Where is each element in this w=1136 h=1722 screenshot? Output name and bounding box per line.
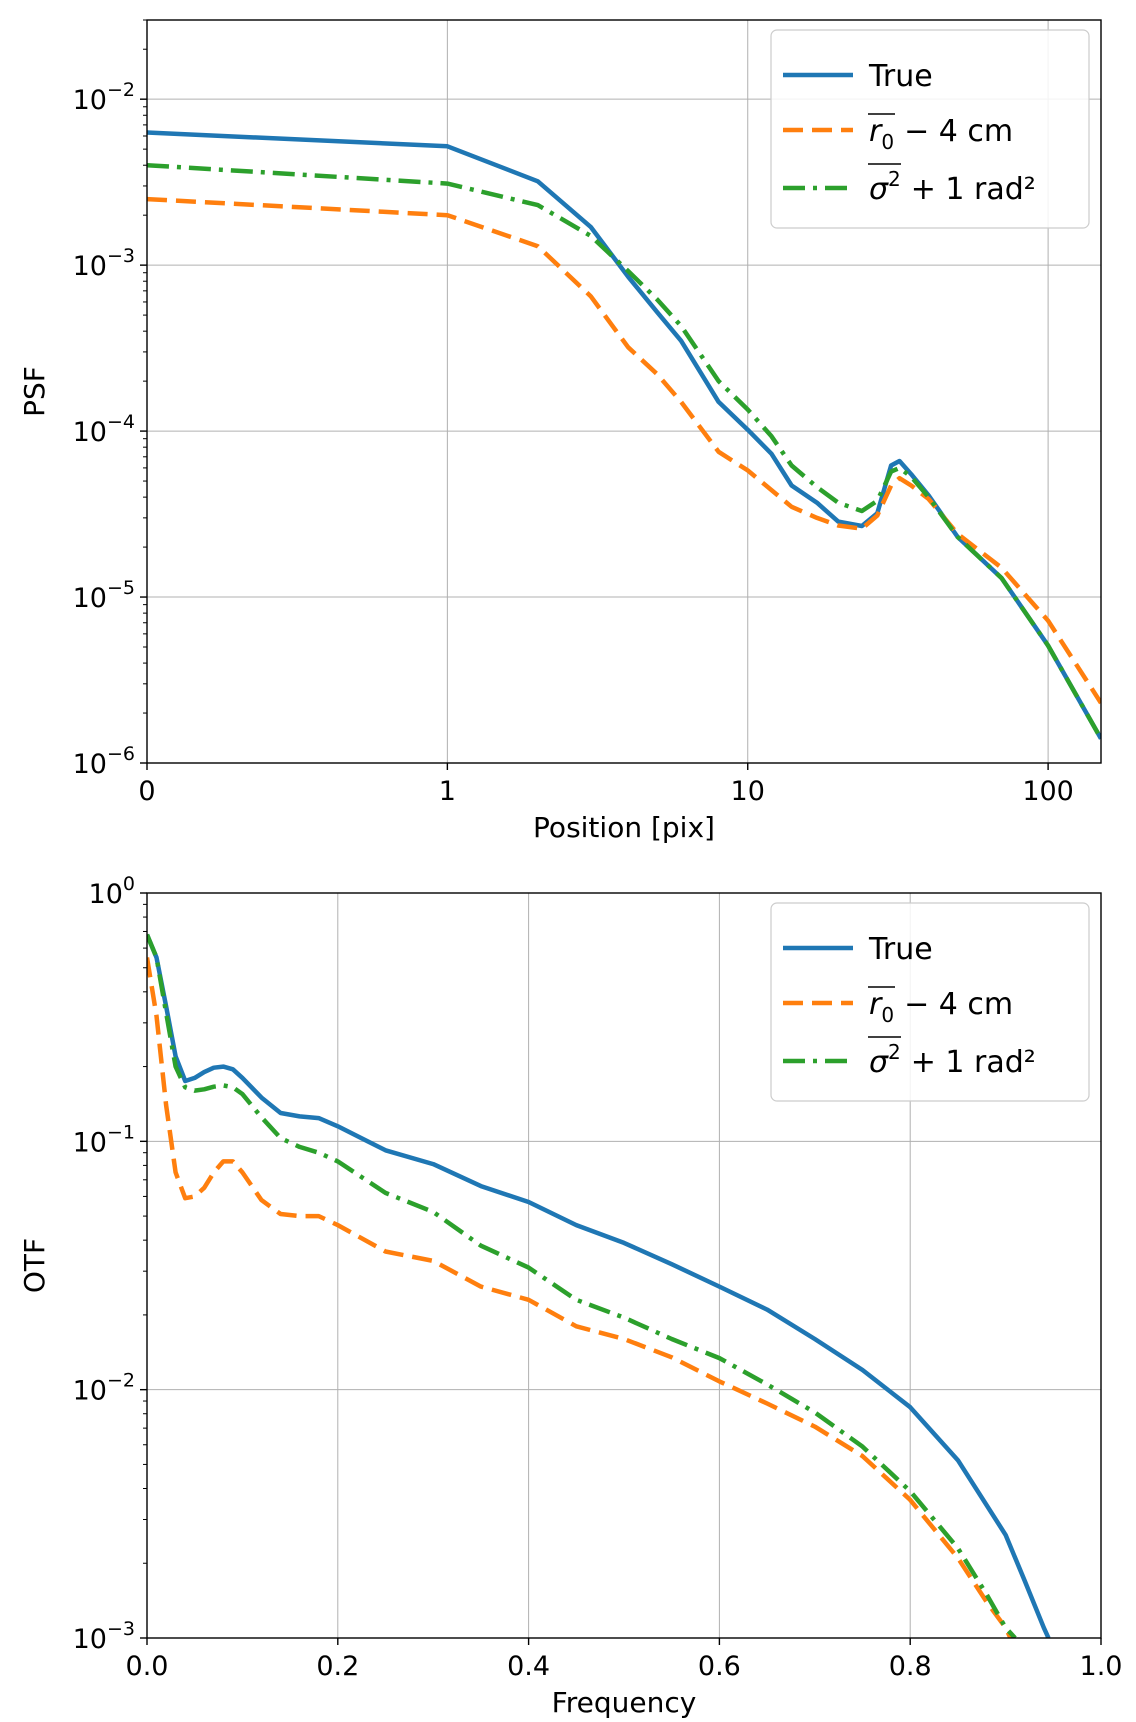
psf-y-tick-label: 10−2	[73, 79, 135, 116]
otf-x-tick-label: 0.0	[126, 1651, 169, 1682]
otf-series-true-line	[147, 933, 1051, 1638]
otf-y-axis-label: OTF	[18, 1238, 51, 1293]
otf-series-r0-4cm-line	[147, 957, 1013, 1638]
otf-y-tick-label: 10−1	[73, 1121, 135, 1158]
psf-x-tick-label: 10	[731, 776, 765, 807]
otf-legend-label-true: True	[868, 932, 933, 967]
psf-legend-box	[770, 29, 1090, 229]
otf-legend-label-sigma: σ2 + 1 rad²	[869, 1040, 1036, 1080]
otf-legend: True r0− 4 cm σ2 + 1 rad²	[770, 902, 1090, 1102]
otf-x-tick-label: 0.6	[698, 1651, 741, 1682]
psf-series-sigma2-1rad2-line	[147, 162, 1101, 740]
otf-series-sigma2-1rad2-line	[147, 933, 1017, 1638]
psf-y-tick-label: 10−4	[73, 411, 135, 448]
psf-x-tick-label: 1	[439, 776, 456, 807]
otf-x-tick-label: 0.2	[316, 1651, 359, 1682]
otf-x-tick-label: 0.8	[889, 1651, 932, 1682]
psf-y-axis-label: PSF	[18, 366, 51, 417]
otf-axes-frame	[146, 892, 1102, 1639]
otf-x-tick-label: 0.4	[507, 1651, 550, 1682]
psf-axes-frame	[146, 19, 1102, 764]
psf-x-tick-label: 0	[138, 776, 155, 807]
otf-plot: 0.0 0.2 0.4 0.6 0.8 1.0 10−3 10−2 10−1 100 Frequen…	[18, 873, 1122, 1719]
psf-legend-label-sigma: σ2 + 1 rad²	[869, 167, 1036, 207]
psf-plot: 0 1 10 100 10−6 10−5 10−4 10−3 10−2 Position [pix…	[18, 19, 1102, 844]
otf-y-tick-label: 10−2	[73, 1370, 135, 1407]
otf-y-tick-label: 100	[89, 873, 135, 910]
otf-x-axis-label: Frequency	[552, 1686, 697, 1719]
psf-legend: True r0− 4 cm σ2 + 1 rad²	[770, 29, 1090, 229]
otf-x-tick-label: 1.0	[1080, 1651, 1123, 1682]
psf-y-tick-label: 10−3	[73, 245, 135, 282]
psf-x-axis-label: Position [pix]	[533, 811, 715, 844]
psf-y-tick-label: 10−6	[73, 743, 135, 780]
otf-y-tick-label: 10−3	[73, 1618, 135, 1655]
psf-legend-label-r0: r0− 4 cm	[869, 114, 1013, 154]
psf-y-tick-label: 10−5	[73, 577, 135, 614]
otf-legend-box	[770, 902, 1090, 1102]
psf-series-true-line	[147, 130, 1101, 740]
psf-legend-label-true: True	[868, 59, 933, 94]
otf-legend-label-r0: r0− 4 cm	[869, 987, 1013, 1027]
psf-x-tick-label: 100	[1022, 776, 1074, 807]
